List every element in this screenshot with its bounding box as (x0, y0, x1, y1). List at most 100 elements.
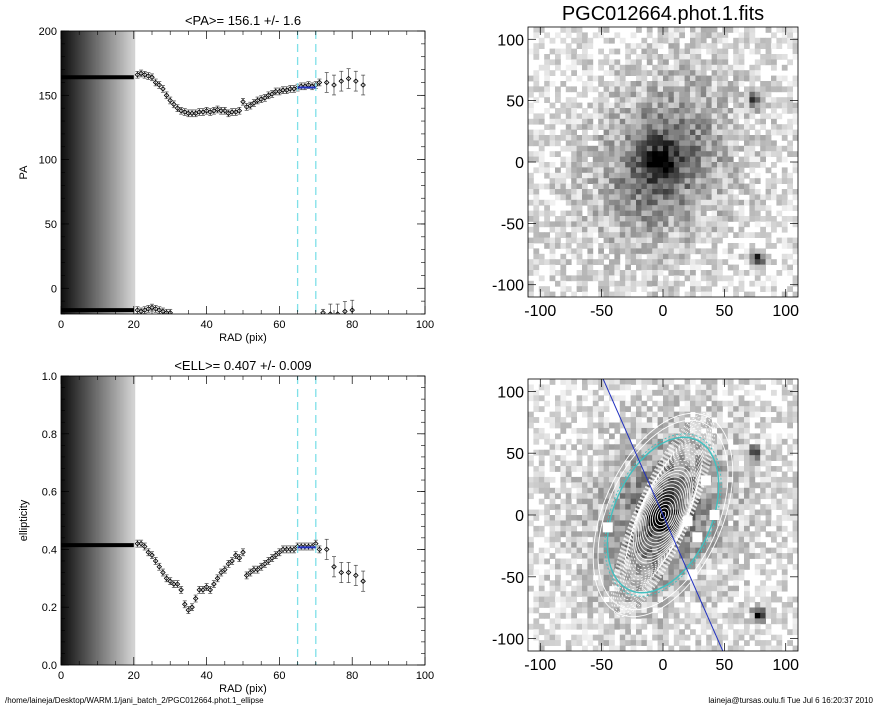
y-tick-label: 100 (497, 384, 524, 401)
outer-isophote (597, 419, 729, 611)
data-point (251, 100, 257, 106)
data-point (316, 546, 323, 553)
data-point (313, 540, 319, 547)
data-point (160, 86, 166, 92)
isophote (623, 439, 703, 591)
footer-file-path: /home/laineja/Desktop/WARM.1/jani_batch_… (5, 696, 264, 705)
isophote (647, 493, 679, 537)
isophote (628, 453, 698, 577)
x-tick-label: 20 (128, 319, 140, 331)
data-point (229, 558, 235, 564)
galaxy-pixels (528, 379, 798, 651)
ellipticity-plot: 0 20 40 60 80 100 0.0 0.2 0.4 0.6 0.8 1.0 <ELL>= 0.4… (18, 358, 434, 695)
data-point (160, 569, 166, 576)
masked-region (687, 569, 698, 580)
data-point (156, 82, 163, 88)
masked-region (682, 516, 693, 527)
data-point (251, 566, 257, 573)
x-tick-label: 80 (346, 319, 358, 331)
data-point (236, 555, 243, 561)
x-tick-label: 20 (128, 670, 140, 682)
y-tick-label: 0 (515, 508, 524, 525)
data-point (338, 569, 345, 576)
data-point (334, 311, 341, 314)
data-point (327, 311, 334, 314)
data-point (152, 79, 159, 86)
data-point (265, 558, 272, 564)
y-tick-label: 0 (51, 283, 57, 295)
data-point (171, 101, 177, 108)
x-tick-label: 50 (715, 303, 733, 320)
isophote (649, 497, 677, 533)
x-tick-label: -100 (524, 657, 556, 674)
isophote (636, 473, 690, 557)
y-tick-label: -50 (501, 216, 524, 233)
masked-region (692, 532, 703, 543)
data-point (174, 105, 181, 111)
isophote (643, 486, 683, 544)
data-point (353, 78, 359, 84)
plot-title: <ELL>= 0.407 +/- 0.009 (174, 358, 311, 373)
data-point (189, 604, 195, 610)
y-tick-label: 1.0 (42, 371, 57, 383)
isophote (654, 504, 672, 526)
y-tick-label: 200 (39, 26, 57, 38)
y-tick-label: -100 (492, 632, 524, 649)
x-axis-label: RAD (pix) (219, 332, 267, 344)
data-point (178, 587, 184, 593)
data-point (316, 79, 323, 86)
masked-region (602, 522, 613, 533)
x-tick-label: 0 (659, 657, 668, 674)
x-tick-label: 100 (772, 303, 799, 320)
isophote (612, 416, 714, 614)
data-point (232, 552, 239, 558)
isophote (645, 490, 681, 540)
data-point (331, 563, 337, 570)
y-tick-label: 150 (39, 90, 57, 102)
galaxy-image-panel: -100 -50 0 50 100 -100 -50 0 50 100 PGC012664.phot… (492, 3, 799, 320)
data-point (229, 109, 235, 115)
x-tick-label: 50 (715, 657, 733, 674)
data-point (342, 308, 348, 314)
galaxy-pixels (528, 27, 798, 297)
data-point (258, 563, 264, 570)
data-point (262, 95, 268, 101)
y-tick-label: 0.8 (42, 429, 57, 441)
data-point (196, 109, 203, 115)
isophote (641, 483, 685, 547)
x-tick-label: 80 (346, 670, 358, 682)
data-point (280, 546, 286, 553)
data-point (225, 561, 232, 567)
data-point (345, 569, 352, 576)
y-tick-label: 50 (45, 219, 57, 231)
data-point (240, 98, 246, 105)
data-point (222, 566, 228, 573)
y-tick-label: 0.0 (42, 660, 57, 672)
data-point (272, 552, 279, 558)
data-point (163, 575, 170, 582)
data-point (141, 543, 148, 550)
y-tick-label: -50 (501, 570, 524, 587)
x-tick-label: -100 (524, 303, 556, 320)
data-point (171, 581, 177, 587)
data-point (196, 587, 203, 593)
data-point (272, 88, 279, 95)
x-tick-label: 100 (416, 670, 434, 682)
data-point (323, 79, 330, 86)
data-point (185, 607, 192, 613)
data-point (189, 110, 195, 117)
data-point (320, 309, 326, 314)
data-point (280, 87, 286, 93)
data-point (192, 595, 199, 602)
y-tick-label: 0 (515, 155, 524, 172)
data-point (174, 581, 181, 587)
data-point (247, 569, 254, 576)
x-tick-label: 40 (200, 670, 212, 682)
x-tick-label: -50 (590, 657, 613, 674)
data-point (349, 307, 355, 313)
data-point (345, 75, 352, 82)
data-point (138, 540, 144, 547)
data-point (360, 578, 366, 584)
data-point (269, 555, 275, 561)
x-tick-label: 0 (659, 303, 668, 320)
